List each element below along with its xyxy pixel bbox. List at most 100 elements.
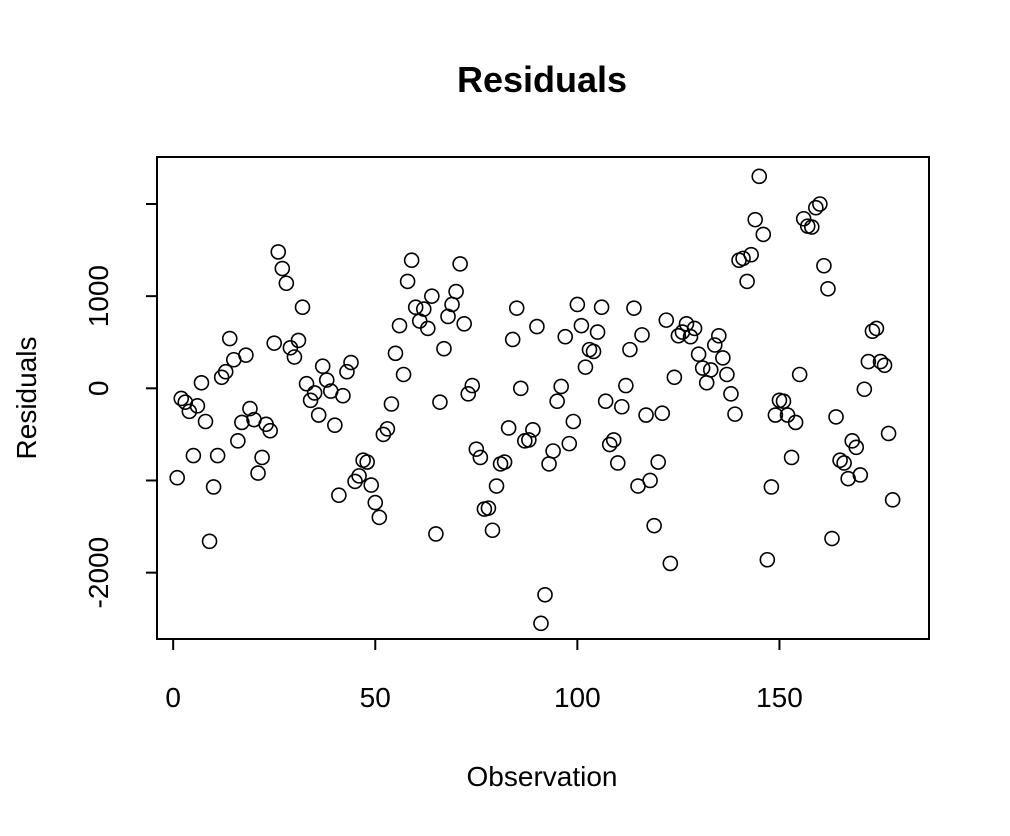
- chart-title: Residuals: [457, 59, 627, 100]
- data-point: [759, 551, 776, 568]
- data-point: [755, 226, 772, 243]
- data-point: [702, 362, 719, 378]
- data-point: [230, 433, 246, 449]
- data-point: [327, 417, 343, 433]
- data-point: [480, 500, 497, 516]
- y-tick-label: -2000: [83, 537, 114, 609]
- data-point: [533, 615, 549, 632]
- data-point: [650, 454, 666, 470]
- data-point: [403, 252, 420, 269]
- data-point: [816, 257, 832, 274]
- data-point: [573, 317, 590, 334]
- data-point: [290, 332, 307, 349]
- x-tick-label: 0: [165, 682, 181, 713]
- data-point: [367, 494, 384, 511]
- data-point: [787, 414, 804, 431]
- data-point: [553, 378, 569, 395]
- data-point: [201, 533, 218, 550]
- data-point: [407, 299, 424, 316]
- data-point: [351, 468, 367, 484]
- data-point: [614, 398, 630, 415]
- data-point: [234, 414, 250, 431]
- data-point: [537, 586, 553, 603]
- data-point: [339, 363, 355, 380]
- data-point: [775, 393, 792, 410]
- data-point: [310, 407, 327, 423]
- data-point: [343, 354, 359, 371]
- data-point: [266, 335, 283, 351]
- data-point: [711, 327, 727, 344]
- data-point: [589, 324, 606, 340]
- data-point: [868, 320, 885, 337]
- data-point: [173, 390, 190, 407]
- data-point: [836, 455, 852, 471]
- y-tick-label: 1000: [83, 265, 114, 327]
- data-point: [189, 398, 206, 414]
- data-point: [803, 219, 820, 235]
- data-point: [205, 479, 222, 495]
- data-point: [638, 407, 654, 423]
- data-point: [864, 323, 881, 339]
- data-point: [706, 337, 723, 353]
- data-point: [605, 432, 622, 448]
- data-point: [286, 349, 303, 365]
- data-point: [420, 320, 436, 337]
- data-point: [670, 327, 687, 344]
- data-point: [472, 449, 489, 466]
- data-point: [274, 260, 291, 277]
- data-point: [529, 318, 545, 335]
- data-point: [496, 454, 513, 470]
- data-point: [270, 244, 287, 260]
- data-point: [739, 273, 755, 290]
- data-point: [525, 421, 541, 438]
- data-point: [727, 406, 743, 422]
- data-point: [565, 413, 582, 430]
- data-point: [654, 405, 671, 422]
- data-point: [302, 392, 319, 409]
- data-point: [464, 377, 481, 394]
- data-point: [751, 168, 768, 185]
- data-point: [504, 331, 521, 348]
- data-points: [169, 168, 901, 632]
- data-point: [783, 449, 800, 466]
- data-point: [359, 454, 375, 470]
- data-point: [541, 456, 557, 472]
- data-point: [795, 210, 812, 227]
- data-point: [719, 366, 735, 383]
- data-point: [314, 358, 331, 375]
- x-tick-label: 150: [756, 682, 803, 713]
- data-point: [597, 393, 614, 410]
- data-point: [747, 211, 763, 228]
- data-point: [545, 443, 561, 459]
- data-point: [658, 312, 675, 328]
- plot-frame: [156, 156, 930, 640]
- data-point: [808, 199, 824, 216]
- data-point: [391, 317, 408, 334]
- data-point: [306, 385, 323, 401]
- data-point: [682, 328, 699, 345]
- data-point: [254, 449, 270, 466]
- x-tick-label: 50: [360, 682, 391, 713]
- data-point: [436, 340, 452, 357]
- data-point: [432, 394, 448, 410]
- data-point: [193, 374, 210, 391]
- data-point: [666, 369, 683, 386]
- data-point: [557, 328, 574, 345]
- data-point: [593, 299, 610, 316]
- data-point: [209, 447, 226, 464]
- data-point: [456, 316, 472, 332]
- data-point: [238, 347, 254, 363]
- data-point: [363, 477, 380, 493]
- data-point: [282, 339, 299, 356]
- data-point: [735, 250, 751, 267]
- data-point: [884, 492, 901, 508]
- data-point: [484, 522, 501, 539]
- x-axis: 0 50 100 150: [165, 639, 803, 713]
- data-point: [743, 246, 759, 263]
- data-point: [331, 487, 347, 504]
- data-point: [383, 396, 400, 412]
- data-point: [242, 400, 258, 417]
- data-point: [723, 386, 739, 402]
- data-point: [577, 359, 594, 375]
- data-point: [395, 366, 412, 383]
